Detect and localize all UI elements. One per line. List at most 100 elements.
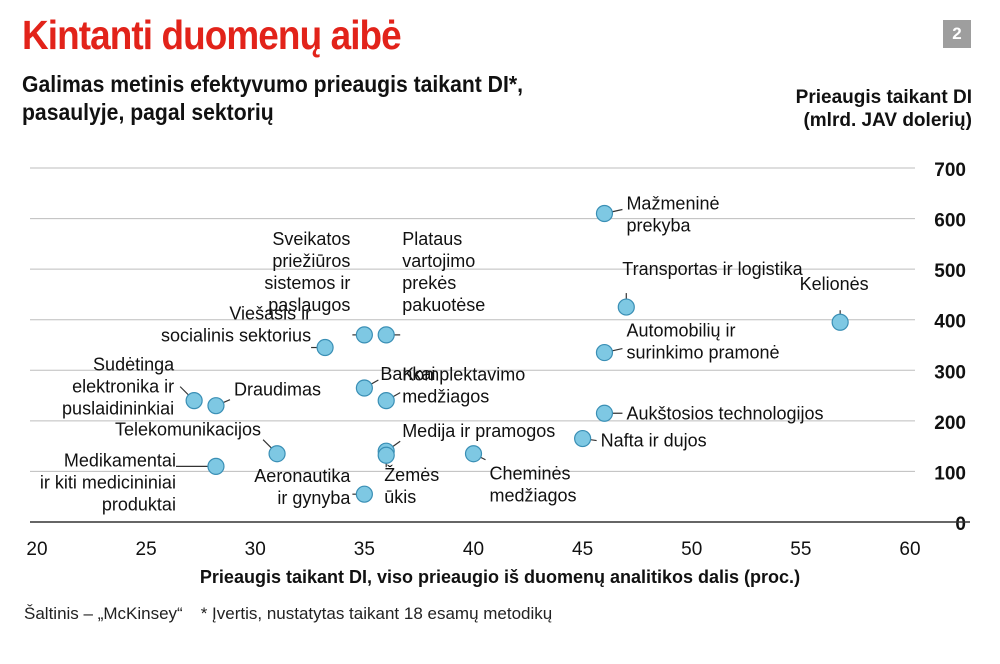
data-point: [185, 392, 203, 410]
x-tick-label: 45: [572, 539, 593, 560]
point-label-line: medžiagos: [490, 486, 577, 506]
data-point: [595, 204, 614, 223]
point-label-line: medžiagos: [402, 387, 489, 407]
point-label-line: socialinis sektorius: [161, 326, 311, 346]
y-tick-label: 600: [934, 211, 966, 232]
data-point: [355, 485, 373, 503]
point-label-line: produktai: [102, 494, 176, 514]
data-point: [377, 326, 395, 344]
point-label-line: prekės: [402, 273, 456, 293]
point-label-line: ir gynyba: [277, 488, 351, 508]
point-label: Automobilių ir surinkimo pramonė: [626, 321, 779, 363]
point-label-line: Viešasis ir: [229, 304, 311, 324]
point-label: Transportas ir logistika: [622, 259, 803, 279]
source-text: Šaltinis – „McKinsey“: [24, 604, 183, 623]
y-axis-label-line: (mlrd. JAV dolerių): [803, 110, 972, 131]
data-point: [316, 338, 334, 357]
point-label-line: surinkimo pramonė: [626, 343, 779, 363]
point-label: Sveikatos priežiūros sistemos ir paslaugos: [264, 229, 350, 315]
page-title: Kintanti duomenų aibė: [22, 12, 402, 58]
point-label-line: Sudėtinga: [93, 355, 175, 375]
x-tick-label: 25: [136, 539, 157, 560]
point-label: Kelionės: [800, 274, 869, 294]
point-label-line: puslaidininkiai: [62, 399, 174, 419]
point-label: Telekomunikacijos: [115, 420, 261, 440]
x-tick-label: 50: [681, 539, 702, 560]
x-tick-label: 40: [463, 539, 484, 560]
subtitle-line: Galimas metinis efektyvumo prieaugis tai…: [22, 71, 523, 97]
point-label-line: prekyba: [626, 216, 691, 236]
point-label-line: Bankai: [380, 364, 435, 384]
data-point: [464, 445, 483, 463]
point-label-line: Automobilių ir: [626, 321, 735, 341]
point-label-line: Medikamentai: [64, 450, 176, 470]
point-label-line: Sveikatos: [272, 229, 350, 249]
data-point: [574, 429, 592, 448]
data-point: [831, 313, 849, 331]
footnote-text: * Įvertis, nustatytas taikant 18 esamų m…: [200, 604, 553, 623]
y-axis-label: Prieaugis taikant DI (mlrd. JAV dolerių): [796, 86, 972, 132]
point-label: Medija ir pramogos: [402, 421, 555, 441]
y-axis-label-line: Prieaugis taikant DI: [795, 87, 972, 108]
point-label: Mažmeninė prekyba: [626, 194, 719, 236]
point-label-line: Aeronautika: [254, 466, 351, 486]
point-label: Bankai: [380, 364, 435, 384]
y-tick-label: 200: [934, 413, 966, 434]
point-label: Sudėtinga elektronika ir puslaidininkiai: [62, 355, 175, 419]
point-label: Aeronautika ir gynyba: [254, 466, 351, 508]
point-label-line: pakuotėse: [402, 295, 485, 315]
data-point: [207, 397, 225, 415]
y-tick-label: 0: [955, 514, 966, 535]
point-label: Plataus vartojimo prekės pakuotėse: [402, 229, 485, 315]
point-label-line: Komplektavimo: [402, 365, 525, 385]
point-label: Medikamentai ir kiti medicininiai produkta…: [40, 450, 176, 514]
x-tick-label: 35: [354, 539, 375, 560]
y-tick-label: 300: [934, 362, 966, 383]
data-point: [595, 343, 614, 362]
point-label: Komplektavimo medžiagos: [402, 365, 525, 407]
point-label: Aukštosios technologijos: [626, 403, 823, 423]
scatter-chart: 0 100 200 300 400 500 600 700 20 25 30 35 40 45 50 55 60…: [26, 160, 970, 587]
y-tick-label: 100: [934, 463, 966, 484]
footer: Šaltinis – „McKinsey“ * Įvertis, nustatyt…: [24, 604, 552, 624]
point-label-line: Draudimas: [234, 380, 321, 400]
point-label-line: Kelionės: [800, 274, 869, 294]
point-label: Draudimas: [234, 380, 321, 400]
point-label-line: Transportas ir logistika: [622, 259, 803, 279]
point-label-line: priežiūros: [272, 251, 350, 271]
point-label-line: Nafta ir dujos: [601, 431, 707, 451]
point-label-line: Mažmeninė: [626, 194, 719, 214]
data-point: [355, 326, 373, 344]
x-tick-label: 20: [26, 539, 47, 560]
point-label-line: Medija ir pramogos: [402, 421, 555, 441]
point-label-line: Telekomunikacijos: [115, 420, 261, 440]
data-point: [377, 446, 395, 464]
point-label: Viešasis ir socialinis sektorius: [161, 304, 311, 346]
y-tick-label: 400: [934, 312, 966, 333]
x-tick-label: 55: [790, 539, 811, 560]
point-label-line: Cheminės: [490, 464, 571, 484]
point-label-line: paslaugos: [268, 295, 350, 315]
point-label-line: ir kiti medicininiai: [40, 472, 176, 492]
data-point: [207, 457, 225, 475]
data-point: [268, 445, 286, 463]
point-label: Žemės ūkis: [384, 465, 439, 507]
point-label-line: elektronika ir: [72, 377, 174, 397]
point-label: Nafta ir dujos: [601, 431, 707, 451]
point-label-line: Plataus: [402, 229, 462, 249]
point-label-line: sistemos ir: [264, 273, 350, 293]
point-label: Cheminės medžiagos: [490, 464, 577, 506]
point-label-line: vartojimo: [402, 251, 475, 271]
x-axis-label: Prieaugis taikant DI, viso prieaugio iš …: [200, 567, 800, 587]
data-point: [595, 404, 614, 422]
chart-subtitle: Galimas metinis efektyvumo prieaugis tai…: [22, 70, 523, 126]
y-tick-label: 700: [934, 160, 966, 181]
data-point: [377, 392, 395, 410]
data-point: [617, 298, 635, 316]
x-tick-label: 30: [245, 539, 266, 560]
page-number-badge: 2: [943, 20, 971, 48]
point-label-line: Aukštosios technologijos: [626, 403, 823, 423]
point-label-line: ūkis: [384, 487, 416, 507]
y-tick-label: 500: [934, 261, 966, 282]
subtitle-line: pasaulyje, pagal sektorių: [22, 99, 274, 125]
